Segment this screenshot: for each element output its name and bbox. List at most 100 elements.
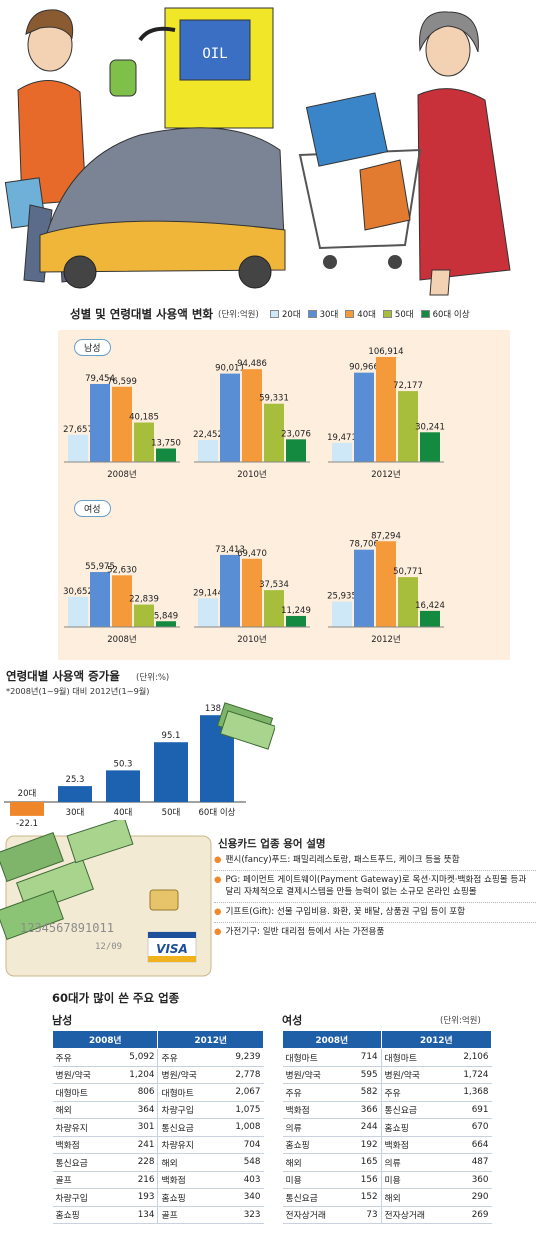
note-text: PG: 페이먼트 게이트웨이(Payment Gateway)로 옥션·지마켓·… bbox=[225, 875, 527, 897]
note-item: ● 팬시(fancy)푸드: 패밀리레스토랑, 패스트푸드, 케이크 등을 뜻함 bbox=[214, 854, 536, 871]
table-row: 백화점 241 차량유지 704 bbox=[52, 1136, 264, 1154]
money-stack-illustration bbox=[216, 702, 275, 750]
amount-cell: 152 bbox=[348, 1188, 382, 1207]
bar-value-label: 22,452 bbox=[193, 430, 223, 440]
amount-cell: 228 bbox=[112, 1153, 159, 1172]
column-header: 2012년 bbox=[380, 1030, 493, 1049]
amount-cell: 244 bbox=[348, 1118, 382, 1137]
bar bbox=[68, 434, 88, 462]
growth-bar-chart: -22.1 20대 25.3 30대 50.3 40대 95.1 50대 138.1 60대 이상 bbox=[4, 704, 246, 829]
year-label: 2010년 bbox=[237, 634, 266, 645]
column-header: 2008년 bbox=[51, 1030, 159, 1049]
industry-cell: 대형마트 bbox=[282, 1048, 349, 1067]
bar bbox=[242, 369, 262, 462]
female-table-label: 여성 bbox=[282, 1014, 303, 1027]
growth-bar bbox=[106, 770, 140, 802]
industry-cell: 통신요금 bbox=[157, 1118, 219, 1137]
industry-cell: 병원/약국 bbox=[282, 1066, 349, 1084]
oil-pump: OIL bbox=[109, 7, 274, 129]
bar-value-label: 22,839 bbox=[129, 595, 159, 605]
bar-value-label: 55,975 bbox=[85, 562, 115, 572]
growth-value-label: 95.1 bbox=[162, 731, 181, 741]
legend-label-20s: 20대 bbox=[282, 310, 301, 320]
card-expiry-text: 12/09 bbox=[95, 942, 122, 952]
table-row: 차량유지 301 통신요금 1,008 bbox=[52, 1118, 264, 1137]
year-label: 2012년 bbox=[371, 469, 400, 480]
year-label: 2008년 bbox=[107, 469, 136, 480]
amount-cell: 1,368 bbox=[447, 1083, 492, 1102]
amount-cell: 1,075 bbox=[218, 1101, 264, 1119]
legend-label-60s: 60대 이상 bbox=[432, 310, 470, 320]
growth-chart-title: 연령대별 사용액 증가율 bbox=[6, 669, 120, 683]
bar bbox=[156, 621, 176, 627]
industry-cell: 주유 bbox=[381, 1083, 448, 1102]
chart-legend: 20대 30대 40대 50대 60대 이상 bbox=[270, 308, 470, 320]
card-brand-logo: VISA bbox=[156, 942, 188, 956]
amount-cell: 2,778 bbox=[218, 1066, 264, 1084]
growth-bar bbox=[58, 786, 92, 802]
card-notes-title: 신용카드 업종 용어 설명 bbox=[218, 838, 326, 850]
industry-cell: 골프 bbox=[52, 1171, 113, 1189]
amount-cell: 269 bbox=[447, 1206, 492, 1224]
bar-value-label: 5,849 bbox=[154, 611, 178, 621]
male-group-label: 남성 bbox=[74, 339, 111, 356]
table-row: 홈쇼핑 134 골프 323 bbox=[52, 1206, 264, 1224]
industry-cell: 홈쇼핑 bbox=[52, 1206, 113, 1224]
bar bbox=[112, 575, 132, 627]
chart-unit: (단위:억원) bbox=[218, 310, 259, 320]
bar-value-label: 37,534 bbox=[259, 580, 289, 590]
column-header: 2012년 bbox=[157, 1030, 264, 1049]
bar bbox=[220, 554, 240, 627]
industry-cell: 해외 bbox=[381, 1188, 448, 1207]
amount-cell: 156 bbox=[348, 1171, 382, 1189]
bar-value-label: 106,914 bbox=[368, 347, 403, 357]
growth-category-label: 60대 이상 bbox=[199, 807, 236, 818]
bar bbox=[90, 572, 110, 627]
amount-cell: 73 bbox=[348, 1206, 382, 1224]
pump-sign-text: OIL bbox=[202, 46, 227, 62]
bar bbox=[398, 577, 418, 627]
bar bbox=[398, 391, 418, 462]
bar bbox=[420, 432, 440, 462]
amount-cell: 403 bbox=[218, 1171, 264, 1189]
bar bbox=[90, 383, 110, 462]
note-text: 기프트(Gift): 선물 구입비용. 화환, 꽃 배달, 상품권 구입 등이 … bbox=[225, 907, 466, 917]
bar-value-label: 52,630 bbox=[107, 565, 137, 575]
bar-value-label: 40,185 bbox=[129, 413, 159, 423]
bar bbox=[376, 541, 396, 627]
amount-cell: 241 bbox=[112, 1136, 159, 1154]
industry-cell: 의류 bbox=[381, 1153, 448, 1172]
male-table-label: 남성 bbox=[52, 1014, 73, 1027]
table-header-row: 2008년 2012년 bbox=[51, 1030, 264, 1049]
note-item: ● 기프트(Gift): 선물 구입비용. 화환, 꽃 배달, 상품권 구입 등이… bbox=[214, 906, 536, 923]
bar bbox=[420, 610, 440, 627]
amount-cell: 323 bbox=[218, 1206, 264, 1224]
industry-cell: 골프 bbox=[157, 1206, 219, 1224]
bar bbox=[354, 372, 374, 462]
amount-cell: 2,106 bbox=[447, 1048, 492, 1067]
table-row: 의류 244 홈쇼핑 670 bbox=[282, 1118, 492, 1137]
bar bbox=[134, 422, 154, 462]
bar-value-label: 29,144 bbox=[193, 588, 223, 598]
industry-cell: 해외 bbox=[52, 1101, 113, 1119]
bar-value-label: 90,011 bbox=[215, 364, 245, 374]
bar-value-label: 78,706 bbox=[349, 540, 379, 550]
bar bbox=[332, 442, 352, 462]
industry-cell: 의류 bbox=[282, 1118, 349, 1137]
industry-cell: 통신요금 bbox=[52, 1153, 113, 1172]
card-notes-list: ● 팬시(fancy)푸드: 패밀리레스토랑, 패스트푸드, 케이크 등을 뜻함 … bbox=[214, 854, 536, 938]
growth-chart-unit: (단위:%) bbox=[136, 673, 170, 683]
growth-bar bbox=[154, 742, 188, 802]
table-row: 해외 165 의류 487 bbox=[282, 1153, 492, 1172]
amount-cell: 360 bbox=[447, 1171, 492, 1189]
amount-cell: 1,008 bbox=[218, 1118, 264, 1137]
note-item: ● PG: 페이먼트 게이트웨이(Payment Gateway)로 옥션·지마켓… bbox=[214, 874, 536, 903]
bar-value-label: 30,241 bbox=[415, 422, 445, 432]
amount-cell: 1,204 bbox=[112, 1066, 159, 1084]
legend-swatch-50s bbox=[382, 310, 392, 318]
amount-cell: 487 bbox=[447, 1153, 492, 1172]
bar bbox=[156, 448, 176, 462]
industry-cell: 미용 bbox=[282, 1171, 349, 1189]
growth-category-label: 30대 bbox=[66, 808, 85, 818]
bar bbox=[68, 596, 88, 627]
